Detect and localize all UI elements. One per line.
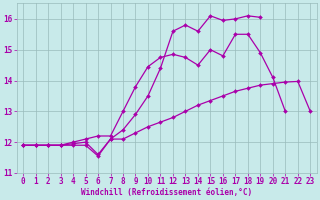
X-axis label: Windchill (Refroidissement éolien,°C): Windchill (Refroidissement éolien,°C) [81, 188, 252, 197]
